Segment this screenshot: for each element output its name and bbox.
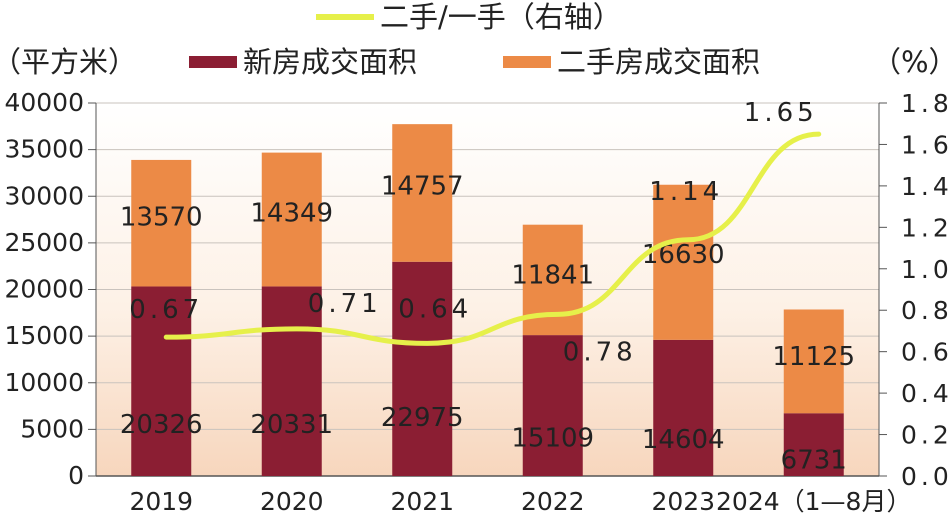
right-tick-label: 1.8 xyxy=(901,89,949,118)
bar-second-4 xyxy=(653,184,714,340)
bars xyxy=(131,124,844,476)
bar-new-label-0: 20326 xyxy=(120,410,203,440)
bar-second-label-5: 11125 xyxy=(772,342,855,372)
right-axis-ticks: 0.0 0.2 0.4 0.6 0.8 1.0 1.2 1.4 1.6 1.8 xyxy=(879,89,949,491)
left-tick-label: 40000 xyxy=(4,88,84,117)
right-tick-label: 0.8 xyxy=(901,296,949,325)
bar-labels: 20326 13570 20331 14349 22975 14757 15109 11841… xyxy=(120,172,855,476)
left-axis-ticks: 0 5000 10000 15000 20000 25000 30000 35000 40000 xyxy=(4,88,96,490)
bar-second-1 xyxy=(261,152,322,287)
bar-second-label-2: 14757 xyxy=(381,172,464,202)
bar-new-label-5: 6731 xyxy=(781,445,847,475)
bar-second-0 xyxy=(131,159,192,287)
bar-second-label-3: 11841 xyxy=(511,260,594,290)
left-tick-label: 35000 xyxy=(4,135,84,164)
bar-new-label-4: 14604 xyxy=(642,425,725,455)
legend-new-label: 新房成交面积 xyxy=(243,45,417,79)
left-axis-unit: （平方米） xyxy=(0,45,137,79)
category-label-4: 2023 xyxy=(651,487,715,516)
right-tick-label: 0.2 xyxy=(901,421,949,450)
category-label-1: 2020 xyxy=(260,487,324,516)
ratio-line-group: 0.67 0.71 0.64 0.78 1.14 1.65 xyxy=(129,98,822,367)
ratio-line xyxy=(163,131,822,346)
category-label-5: 2024（1—8月） xyxy=(716,487,911,516)
right-tick-label: 0.0 xyxy=(901,462,949,491)
bar-second-5 xyxy=(783,309,844,414)
bar-new-4 xyxy=(653,339,714,476)
bar-second-label-4: 16630 xyxy=(642,240,725,270)
right-tick-label: 1.0 xyxy=(901,255,949,284)
left-tick-label: 0 xyxy=(68,461,84,490)
left-tick-label: 30000 xyxy=(4,181,84,210)
right-tick-label: 1.6 xyxy=(901,130,949,159)
left-tick-label: 25000 xyxy=(4,228,84,257)
line-value-label-0: 0.67 xyxy=(129,295,203,325)
bar-new-5 xyxy=(783,413,844,476)
bar-second-label-0: 13570 xyxy=(120,203,203,233)
right-axis-unit: （%） xyxy=(872,45,949,79)
right-tick-label: 0.6 xyxy=(901,338,949,367)
left-tick-label: 5000 xyxy=(20,414,84,443)
legend-second-swatch xyxy=(503,56,551,68)
bar-new-label-1: 20331 xyxy=(250,410,333,440)
bar-new-label-2: 22975 xyxy=(381,403,464,433)
left-tick-label: 20000 xyxy=(4,275,84,304)
legend-new-swatch xyxy=(189,56,237,68)
category-label-3: 2022 xyxy=(521,487,585,516)
bar-new-label-3: 15109 xyxy=(511,424,594,454)
legend-line-label: 二手/一手（右轴） xyxy=(380,0,622,34)
x-axis-labels: 2019 2020 2021 2022 2023 2024（1—8月） xyxy=(129,487,911,516)
bar-second-2 xyxy=(392,124,453,262)
line-value-label-5: 1.65 xyxy=(744,98,818,128)
left-tick-label: 15000 xyxy=(4,321,84,350)
bar-second-label-1: 14349 xyxy=(250,198,333,228)
right-tick-label: 0.4 xyxy=(901,379,949,408)
line-value-label-2: 0.64 xyxy=(398,294,472,324)
left-tick-label: 10000 xyxy=(4,368,84,397)
line-value-label-4: 1.14 xyxy=(649,177,723,207)
category-label-0: 2019 xyxy=(129,487,193,516)
category-label-2: 2021 xyxy=(390,487,454,516)
right-tick-label: 1.4 xyxy=(901,172,949,201)
right-tick-label: 1.2 xyxy=(901,213,949,242)
bar-new-1 xyxy=(261,286,322,476)
bar-new-0 xyxy=(131,286,192,476)
bar-new-2 xyxy=(392,261,453,476)
legend: 二手/一手（右轴） 新房成交面积 二手房成交面积 xyxy=(189,0,760,79)
legend-second-label: 二手房成交面积 xyxy=(557,45,760,79)
line-value-label-3: 0.78 xyxy=(563,337,637,367)
line-value-label-1: 0.71 xyxy=(308,289,382,319)
bar-new-3 xyxy=(522,335,583,476)
